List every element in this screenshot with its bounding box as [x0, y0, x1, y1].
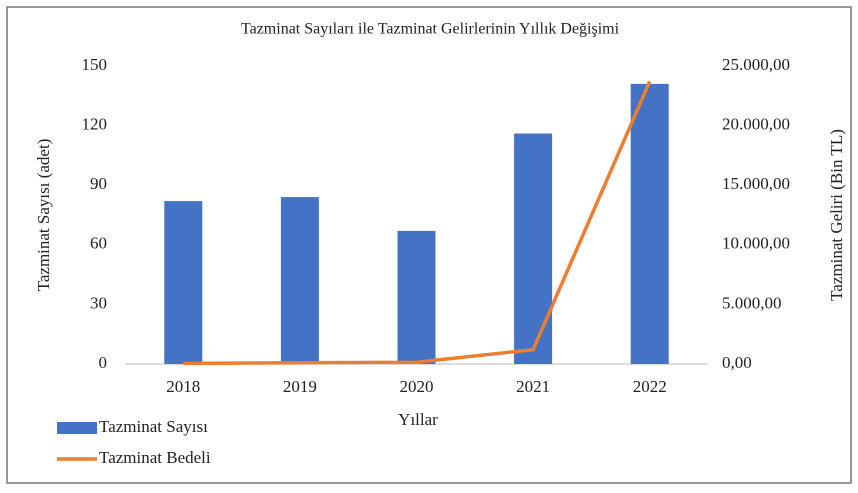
y2-tick-label: 10.000,00 — [722, 234, 790, 253]
y-tick-label: 60 — [90, 234, 107, 253]
y-axis-title: Tazminat Sayısı (adet) — [34, 139, 53, 292]
x-tick-label: 2018 — [166, 377, 200, 396]
y-tick-label: 150 — [82, 55, 108, 74]
x-axis-title: Yıllar — [398, 410, 438, 429]
y-tick-label: 0 — [99, 353, 108, 372]
y2-tick-label: 5.000,00 — [722, 293, 782, 312]
y2-tick-label: 20.000,00 — [722, 115, 790, 134]
x-tick-label: 2019 — [283, 377, 317, 396]
y2-tick-label: 0,00 — [722, 353, 752, 372]
x-tick-label: 2022 — [633, 377, 667, 396]
bar — [397, 230, 436, 364]
y2-tick-label: 25.000,00 — [722, 55, 790, 74]
legend-swatch — [57, 422, 97, 434]
legend-label: Tazminat Bedeli — [99, 448, 211, 467]
chart-title: Tazminat Sayıları ile Tazminat Gelirleri… — [241, 21, 620, 38]
y2-axis-title: Tazminat Geliri (Bin TL) — [827, 129, 846, 301]
y2-tick-label: 15.000,00 — [722, 174, 790, 193]
line — [183, 80, 652, 366]
y-tick-label: 30 — [90, 293, 107, 312]
bar — [164, 201, 203, 364]
bar — [514, 133, 553, 364]
y-tick-label: 120 — [82, 115, 108, 134]
y-tick-label: 90 — [90, 174, 107, 193]
x-tick-label: 2021 — [516, 377, 550, 396]
legend-label: Tazminat Sayısı — [99, 417, 208, 436]
bar — [280, 197, 319, 364]
x-tick-label: 2020 — [400, 377, 434, 396]
bar — [630, 83, 669, 364]
